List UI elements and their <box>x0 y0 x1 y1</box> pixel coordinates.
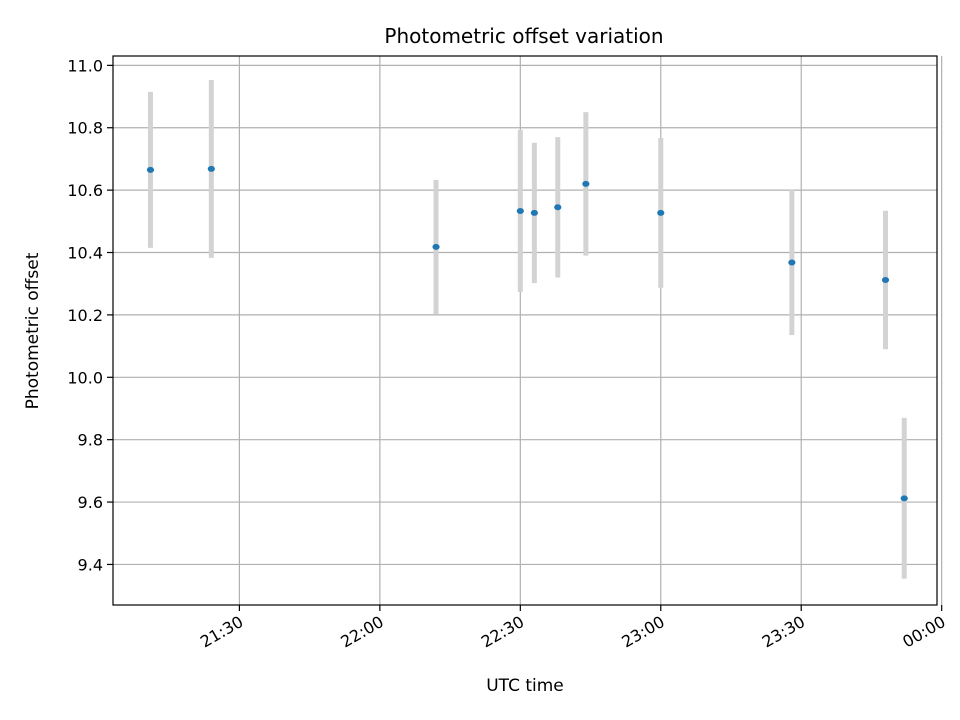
y-tick-label: 9.4 <box>78 555 103 574</box>
data-point <box>881 276 890 283</box>
data-point <box>788 259 796 266</box>
data-point <box>657 209 665 216</box>
y-tick-label: 10.6 <box>67 181 103 200</box>
chart-title: Photometric offset variation <box>384 24 663 48</box>
y-tick-label: 10.8 <box>67 119 103 138</box>
data-point <box>554 204 562 211</box>
data-point <box>582 180 590 187</box>
data-point <box>900 495 908 502</box>
data-point <box>146 166 155 173</box>
y-tick-label: 10.2 <box>67 306 103 325</box>
x-tick-label: 22:30 <box>478 612 527 652</box>
x-axis-label: UTC time <box>486 676 564 696</box>
y-tick-label: 9.8 <box>78 431 103 450</box>
data-point <box>516 208 524 215</box>
data-point <box>432 243 440 250</box>
plot-frame <box>112 55 938 606</box>
y-tick-label: 11.0 <box>67 56 103 75</box>
errorbars <box>147 80 907 579</box>
y-tick-label: 9.6 <box>78 493 103 512</box>
x-axis-ticks: 21:30 22:00 22:30 23:00 23:30 00:00 <box>197 605 949 652</box>
data-point <box>207 165 215 172</box>
y-axis-label: Photometric offset <box>23 252 43 409</box>
grid <box>113 56 943 605</box>
data-points <box>146 165 908 502</box>
y-tick-label: 10.0 <box>67 368 103 387</box>
x-tick-label: 22:00 <box>337 612 386 652</box>
y-axis-ticks: 9.4 9.6 9.8 10.0 10.2 10.4 10.6 10.8 11.0 <box>67 56 113 574</box>
x-tick-label: 23:30 <box>759 612 808 652</box>
y-tick-label: 10.4 <box>67 244 103 263</box>
x-tick-label: 21:30 <box>197 612 246 652</box>
x-tick-label: 23:00 <box>618 612 667 652</box>
data-point <box>530 209 538 216</box>
x-tick-label: 00:00 <box>899 612 948 652</box>
